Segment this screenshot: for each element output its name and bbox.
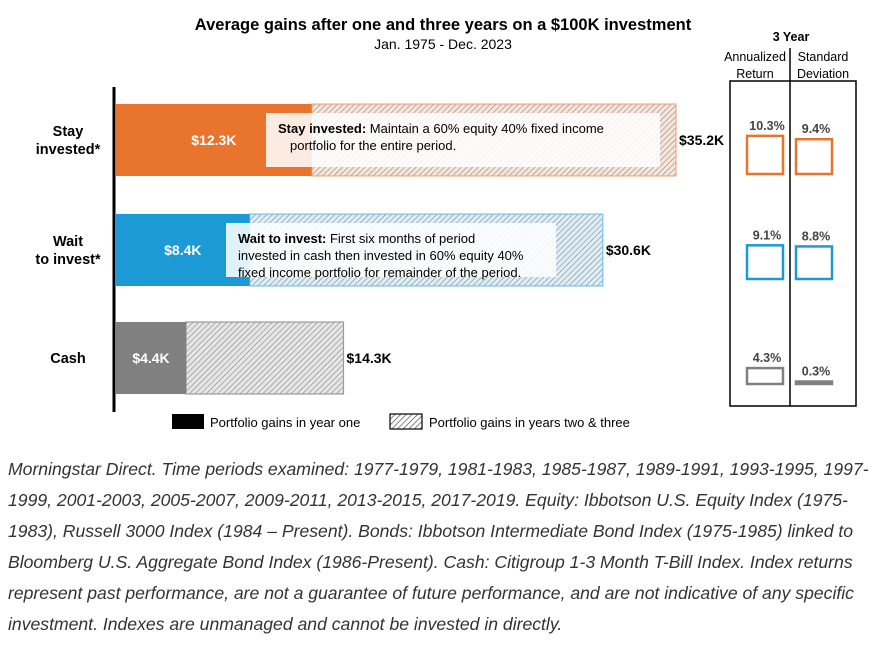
chart: Average gains after one and three years … xyxy=(35,16,857,430)
note-line: First six months of period xyxy=(330,231,475,246)
std-deviation-box xyxy=(794,245,834,281)
note-line: portfolio for the entire period. xyxy=(290,138,456,153)
note-line: Maintain a 60% equity 40% fixed income xyxy=(370,121,604,136)
category-label: Stay xyxy=(53,124,84,140)
note-line: fixed income portfolio for remainder of … xyxy=(238,265,521,280)
note-text: Stay invested: Maintain a 60% equity 40%… xyxy=(278,121,604,153)
note-box xyxy=(266,113,660,167)
std-deviation-label: 8.8% xyxy=(802,229,831,243)
bar-year-one-label: $8.4K xyxy=(164,242,201,258)
annualized-return-label: 9.1% xyxy=(753,228,782,242)
side-panel-col1-header: Return xyxy=(736,67,774,81)
note-line: invested in cash then invested in 60% eq… xyxy=(238,248,524,263)
bar-hatch-years-two-three xyxy=(185,321,345,395)
legend-label-year-one: Portfolio gains in year one xyxy=(210,415,360,430)
note-box xyxy=(226,223,556,277)
annualized-return-box xyxy=(745,134,785,176)
legend-swatch-years-two-three xyxy=(389,413,423,430)
chart-title: Average gains after one and three years … xyxy=(195,16,692,34)
annualized-return-box xyxy=(745,366,785,386)
category-label: to invest* xyxy=(35,252,101,268)
side-panel-col2-header: Standard xyxy=(798,50,849,64)
note-bold-lead: Stay invested: xyxy=(278,121,370,136)
note-bold-lead: Wait to invest: xyxy=(238,231,330,246)
bar-year-one-label: $4.4K xyxy=(132,350,169,366)
bar-total-label: $30.6K xyxy=(606,242,651,258)
bar-total-label: $14.3K xyxy=(347,350,392,366)
chart-subtitle: Jan. 1975 - Dec. 2023 xyxy=(374,36,512,52)
side-panel-frame xyxy=(729,80,857,407)
category-label: invested* xyxy=(36,142,101,158)
annualized-return-label: 10.3% xyxy=(749,119,784,133)
bar-year-one xyxy=(116,322,186,394)
annualized-return-box xyxy=(745,244,785,281)
bar-total-label: $35.2K xyxy=(679,132,724,148)
std-deviation-box xyxy=(794,380,834,386)
std-deviation-box xyxy=(794,137,834,176)
side-panel-col2-header: Deviation xyxy=(797,67,849,81)
note-text: Wait to invest: First six months of peri… xyxy=(238,231,524,280)
std-deviation-label: 9.4% xyxy=(802,122,831,136)
side-panel-title: 3 Year xyxy=(773,30,810,44)
category-label: Wait xyxy=(53,234,83,250)
bar-year-one-label: $12.3K xyxy=(191,132,236,148)
side-panel-col1-header: Annualized xyxy=(724,50,786,64)
category-label: Cash xyxy=(50,351,85,367)
legend-label-years-two-three: Portfolio gains in years two & three xyxy=(429,415,630,430)
std-deviation-label: 0.3% xyxy=(802,365,831,379)
footnote: Morningstar Direct. Time periods examine… xyxy=(8,459,869,634)
legend-swatch-year-one xyxy=(172,414,204,429)
annualized-return-label: 4.3% xyxy=(753,351,782,365)
